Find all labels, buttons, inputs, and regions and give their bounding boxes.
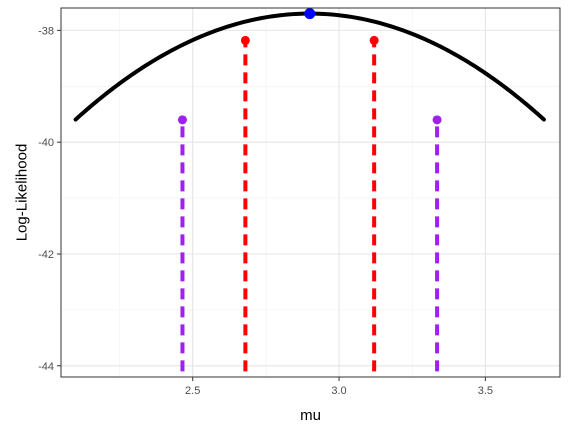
- x-tick-label: 3.0: [331, 385, 346, 397]
- x-tick-label: 3.5: [478, 385, 493, 397]
- x-axis-title: mu: [300, 407, 321, 424]
- y-tick-label: -40: [38, 137, 54, 149]
- y-tick-label: -38: [38, 25, 54, 37]
- y-axis-title: Log-Likelihood: [13, 144, 30, 242]
- plot-panel-border: [60, 7, 561, 378]
- x-tick-label: 2.5: [185, 385, 200, 397]
- maximum-point: [304, 8, 316, 20]
- marked-point: [177, 115, 187, 125]
- y-tick-label: -42: [38, 249, 54, 261]
- x-axis-ticks: 2.5 3.0 3.5: [185, 377, 493, 397]
- interval-lines: [180, 40, 440, 372]
- marked-point: [432, 115, 442, 125]
- major-gridlines: [61, 8, 560, 377]
- marked-point: [369, 35, 379, 45]
- y-axis-ticks: -44 -42 -40 -38: [38, 25, 61, 373]
- y-tick-label: -44: [38, 361, 54, 373]
- marked-point: [240, 35, 250, 45]
- minor-gridlines: [61, 8, 560, 377]
- marked-points: [177, 8, 442, 125]
